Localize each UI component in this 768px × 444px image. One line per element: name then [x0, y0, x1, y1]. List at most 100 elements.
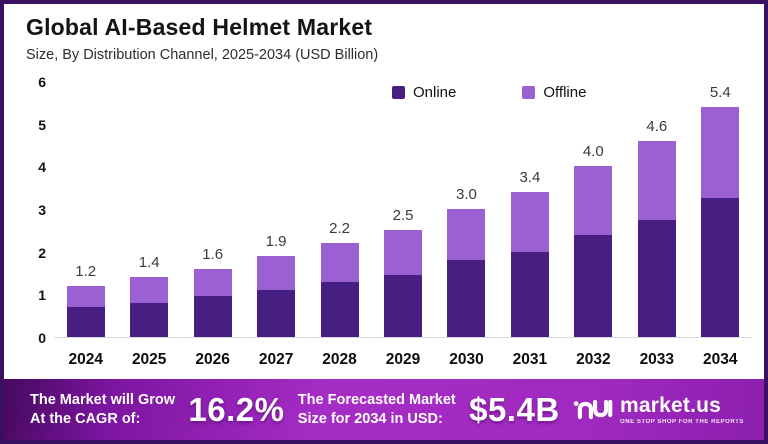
bar-stack — [66, 285, 105, 337]
x-axis-label-2029: 2029 — [385, 351, 421, 368]
forecast-label-line1: The Forecasted Market — [297, 391, 456, 408]
bottom-stats-banner: The Market will Grow At the CAGR of: 16.… — [4, 379, 764, 440]
bar-stack — [447, 209, 486, 337]
x-axis-label-2025: 2025 — [131, 351, 167, 368]
y-tick-5: 5 — [38, 116, 46, 133]
bar-stack — [701, 106, 740, 337]
bar-segment-online — [193, 296, 232, 337]
legend-item-online: Online — [392, 84, 456, 101]
bar-segment-online — [66, 307, 105, 337]
bar-total-label: 4.6 — [646, 117, 668, 135]
bar-column-2031: 3.4 2031 — [498, 82, 561, 368]
bar-segment-online — [701, 198, 740, 337]
bar-segment-online — [574, 234, 613, 337]
cagr-value: 16.2% — [188, 390, 285, 428]
bar-segment-offline — [383, 230, 422, 276]
cagr-label: The Market will Grow At the CAGR of: — [30, 391, 175, 429]
y-axis-ticks: 0 1 2 3 4 5 6 — [24, 74, 46, 346]
bar-column-2034: 5.4 2034 — [689, 82, 752, 368]
legend-label-online: Online — [413, 84, 457, 101]
bar-segment-offline — [257, 255, 296, 291]
bar-segment-offline — [66, 285, 105, 308]
x-axis-label-2033: 2033 — [639, 351, 675, 368]
bar-column-2024: 1.2 2024 — [54, 82, 117, 368]
x-axis-label-2032: 2032 — [576, 351, 611, 368]
forecast-value: $5.4B — [469, 390, 560, 428]
marketus-logo-text-block: market.us ONE STOP SHOP FOR THE REPORTS — [620, 395, 744, 425]
x-axis-label-2026: 2026 — [195, 351, 230, 368]
bar-stack — [320, 243, 359, 337]
bar-segment-offline — [320, 243, 359, 282]
x-axis-label-2024: 2024 — [68, 351, 103, 368]
bar-segment-offline — [574, 166, 613, 235]
bar-segment-offline — [447, 209, 486, 261]
bar-segment-offline — [130, 277, 169, 303]
x-axis-label-2031: 2031 — [512, 351, 548, 368]
legend-swatch-offline — [522, 86, 536, 99]
bar-column-2028: 2.2 2028 — [308, 82, 371, 368]
forecast-label: The Forecasted Market Size for 2034 in U… — [298, 391, 456, 429]
bar-stack — [574, 166, 613, 337]
y-tick-0: 0 — [38, 330, 46, 346]
y-tick-6: 6 — [38, 74, 46, 90]
bar-segment-offline — [701, 106, 740, 199]
bar-total-label: 1.9 — [265, 232, 287, 250]
chart-subtitle: Size, By Distribution Channel, 2025-2034… — [26, 47, 379, 63]
bar-total-label: 5.4 — [709, 83, 731, 101]
bar-segment-offline — [193, 268, 232, 297]
bar-stack — [257, 255, 296, 337]
forecast-label-line2: Size for 2034 in USD: — [297, 410, 443, 427]
bar-segment-online — [383, 275, 422, 337]
marketus-logo-icon — [573, 399, 613, 420]
marketus-logo: market.us ONE STOP SHOP FOR THE REPORTS — [573, 395, 744, 425]
bar-stack — [383, 230, 422, 337]
bar-stack — [193, 268, 232, 337]
bar-stack — [130, 277, 169, 337]
bar-column-2029: 2.5 2029 — [371, 82, 434, 368]
legend-swatch-online — [392, 86, 405, 99]
bar-segment-online — [130, 302, 169, 337]
bar-total-label: 2.2 — [329, 220, 350, 238]
y-tick-4: 4 — [38, 159, 46, 176]
bar-total-label: 4.0 — [582, 143, 604, 161]
x-axis-label-2027: 2027 — [258, 351, 294, 368]
bar-column-2025: 1.4 2025 — [117, 82, 180, 368]
legend-item-offline: Offline — [522, 84, 586, 101]
y-tick-1: 1 — [38, 287, 46, 304]
bar-column-2030: 3.0 2030 — [435, 82, 498, 368]
bar-chart-plot-area: 1.2 2024 1.4 2025 1.6 2026 1.9 2027 2.2 2028 2.5 20… — [54, 82, 752, 368]
x-axis-label-2028: 2028 — [322, 351, 357, 368]
bar-total-label: 2.5 — [392, 207, 414, 225]
y-tick-3: 3 — [38, 202, 46, 218]
legend-label-offline: Offline — [543, 84, 587, 101]
x-axis-label-2034: 2034 — [703, 351, 738, 368]
cagr-label-line1: The Market will Grow — [30, 391, 176, 408]
bar-segment-offline — [637, 140, 676, 220]
y-tick-2: 2 — [38, 244, 46, 261]
bar-stack — [637, 140, 676, 337]
bar-column-2033: 4.6 2033 — [625, 82, 688, 368]
marketus-logo-text: market.us — [620, 393, 722, 417]
bar-segment-online — [637, 219, 676, 337]
chart-legend: Online Offline — [392, 84, 586, 101]
bar-segment-offline — [510, 191, 549, 252]
bar-stack — [510, 191, 549, 337]
x-axis-label-2030: 2030 — [449, 351, 484, 368]
bar-total-label: 1.6 — [202, 245, 224, 263]
bar-total-label: 1.2 — [75, 262, 97, 280]
bar-segment-online — [447, 260, 486, 337]
bar-column-2026: 1.6 2026 — [181, 82, 244, 368]
bar-total-label: 3.4 — [519, 168, 541, 186]
bar-segment-online — [510, 251, 549, 337]
bar-segment-online — [257, 290, 296, 337]
bar-total-label: 1.4 — [138, 254, 160, 272]
bar-segment-online — [320, 281, 359, 337]
bar-column-2027: 1.9 2027 — [244, 82, 307, 368]
bar-total-label: 3.0 — [456, 186, 477, 204]
marketus-logo-tagline: ONE STOP SHOP FOR THE REPORTS — [620, 418, 744, 425]
chart-header: Global AI-Based Helmet Market Size, By D… — [26, 14, 378, 63]
bar-column-2032: 4.0 2032 — [562, 82, 625, 368]
cagr-label-line2: At the CAGR of: — [30, 410, 141, 427]
page-title: Global AI-Based Helmet Market — [26, 14, 373, 40]
